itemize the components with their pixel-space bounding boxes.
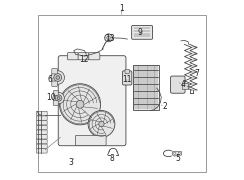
- FancyBboxPatch shape: [53, 91, 58, 95]
- Text: 13: 13: [106, 34, 115, 43]
- FancyBboxPatch shape: [89, 53, 100, 60]
- FancyBboxPatch shape: [125, 69, 129, 74]
- Text: 2: 2: [163, 102, 167, 111]
- FancyBboxPatch shape: [58, 56, 126, 146]
- FancyBboxPatch shape: [52, 81, 57, 86]
- Text: 11: 11: [122, 75, 131, 84]
- FancyBboxPatch shape: [75, 135, 106, 146]
- FancyBboxPatch shape: [36, 130, 47, 134]
- FancyBboxPatch shape: [132, 26, 152, 39]
- Text: 3: 3: [69, 158, 73, 167]
- FancyBboxPatch shape: [133, 65, 159, 110]
- FancyBboxPatch shape: [36, 125, 47, 130]
- Circle shape: [53, 92, 64, 104]
- FancyBboxPatch shape: [36, 135, 47, 139]
- Text: 4: 4: [180, 80, 185, 89]
- Circle shape: [54, 74, 62, 81]
- FancyBboxPatch shape: [36, 121, 47, 125]
- FancyBboxPatch shape: [36, 149, 47, 153]
- Text: 7: 7: [194, 69, 199, 78]
- Text: 1: 1: [119, 4, 123, 13]
- Text: 6: 6: [47, 75, 52, 84]
- FancyBboxPatch shape: [78, 53, 89, 60]
- Bar: [38, 15, 206, 172]
- Circle shape: [76, 100, 84, 108]
- Text: 9: 9: [137, 28, 142, 37]
- Circle shape: [55, 95, 62, 101]
- Text: 12: 12: [79, 55, 88, 64]
- Circle shape: [174, 152, 176, 154]
- FancyBboxPatch shape: [36, 144, 47, 148]
- FancyBboxPatch shape: [172, 151, 182, 155]
- FancyBboxPatch shape: [171, 76, 185, 93]
- Circle shape: [99, 121, 104, 127]
- Circle shape: [88, 111, 115, 137]
- Circle shape: [57, 97, 60, 100]
- FancyBboxPatch shape: [36, 116, 47, 120]
- Text: 10: 10: [47, 93, 56, 102]
- Circle shape: [105, 34, 112, 42]
- Circle shape: [51, 71, 64, 84]
- FancyBboxPatch shape: [122, 71, 132, 85]
- Text: 5: 5: [175, 154, 180, 163]
- FancyBboxPatch shape: [53, 101, 58, 105]
- Circle shape: [56, 76, 60, 79]
- Text: 8: 8: [110, 154, 114, 163]
- FancyBboxPatch shape: [67, 53, 78, 60]
- Circle shape: [60, 84, 101, 125]
- FancyBboxPatch shape: [36, 111, 47, 116]
- FancyBboxPatch shape: [36, 139, 47, 144]
- FancyBboxPatch shape: [182, 83, 188, 89]
- Circle shape: [107, 36, 110, 40]
- FancyBboxPatch shape: [52, 69, 57, 74]
- Circle shape: [178, 152, 180, 154]
